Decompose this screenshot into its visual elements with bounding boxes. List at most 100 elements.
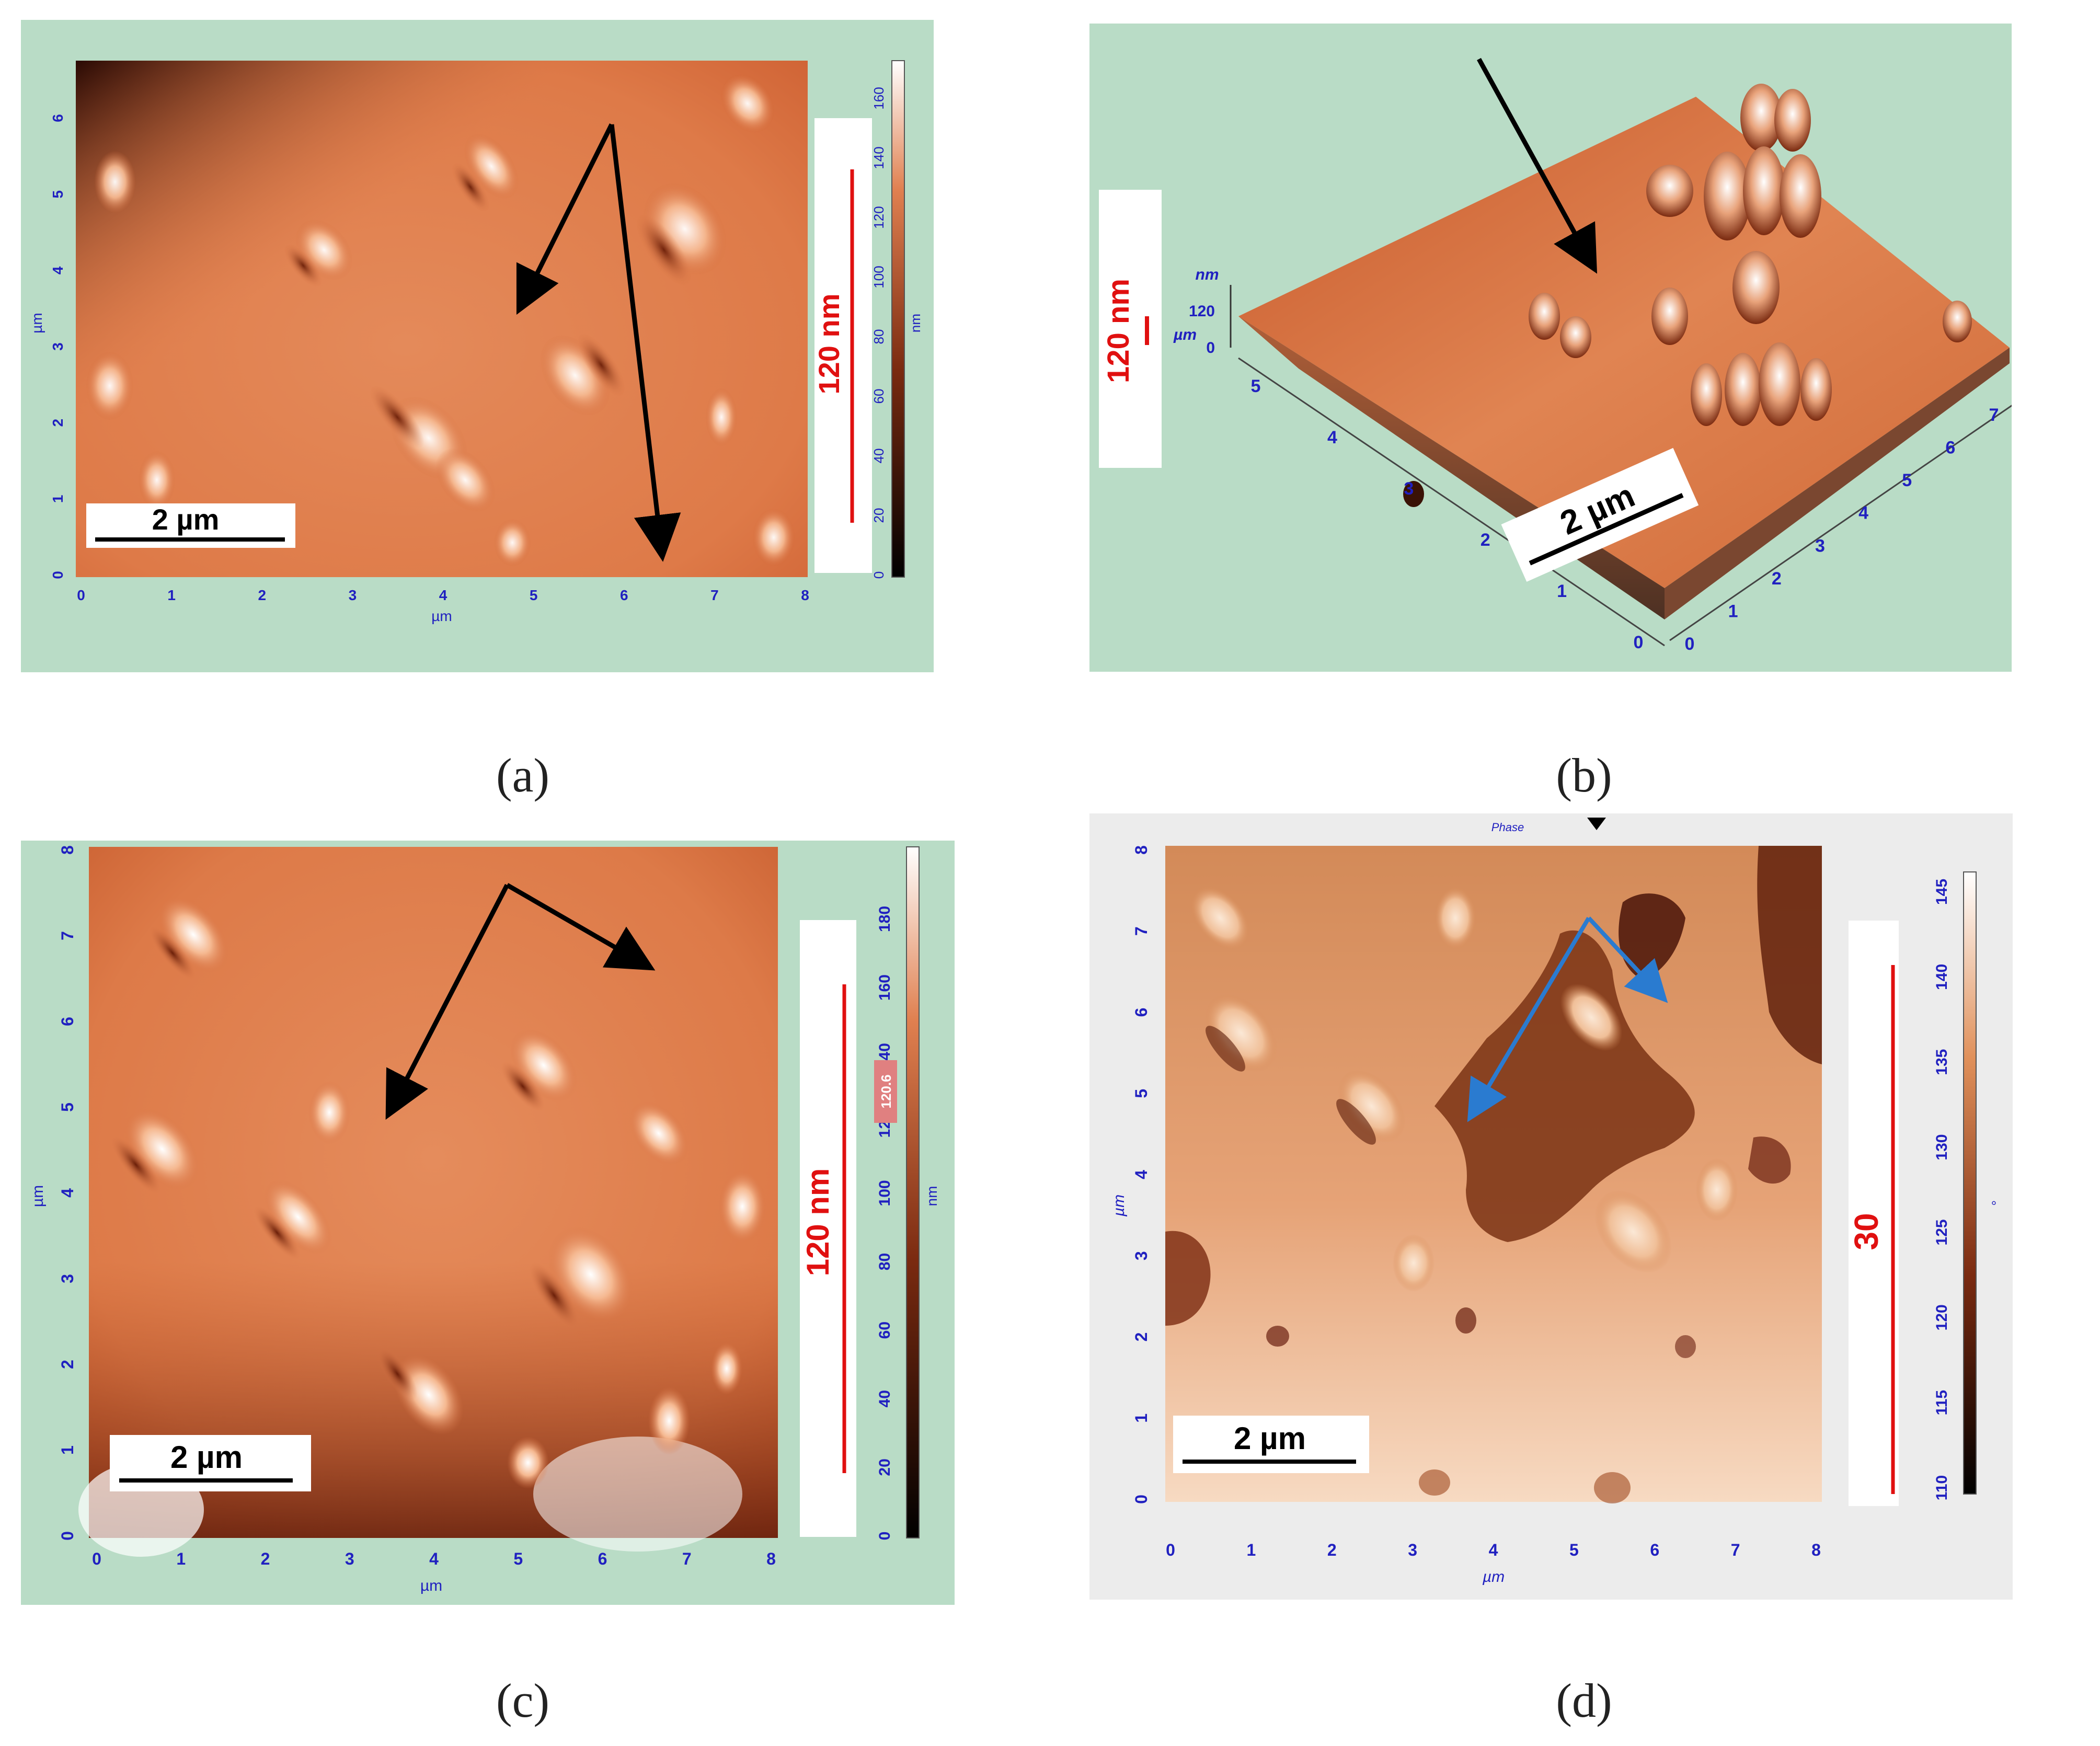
panel-a-colorbar-tick-1: 20 xyxy=(871,508,887,523)
panel-a-colorbar-tick-3: 60 xyxy=(871,389,887,404)
panel-c-y-tick-1: 1 xyxy=(58,1445,77,1455)
panel-b-z-tick-120: 120 xyxy=(1189,303,1215,320)
panel-a-scalebar-label: 2 µm xyxy=(152,503,220,536)
panel-a-x-tick-4: 4 xyxy=(439,587,447,603)
panel-a-arrows xyxy=(516,123,681,562)
panel-a-x-tick-5: 5 xyxy=(530,587,538,603)
panel-d-colorbar-tick-6: 140 xyxy=(1933,964,1950,990)
caption-c: (c) xyxy=(496,1674,550,1727)
panel-c-x-unit: µm xyxy=(420,1577,442,1594)
panel-d-colorbar: 110 115 120 125 130 135 140 145 ° xyxy=(1933,871,1996,1500)
caption-b: (b) xyxy=(1556,749,1612,802)
panel-d-colorbar-tick-7: 145 xyxy=(1933,879,1950,905)
panel-c-colorbar-tick-3: 60 xyxy=(876,1322,893,1339)
panel-d-height-bar: 30 xyxy=(1847,921,1899,1506)
panel-d-colorbar-tick-1: 115 xyxy=(1933,1390,1950,1415)
panel-c-colorbar-tick-9: 180 xyxy=(876,906,893,932)
panel-b-y-unit: µm xyxy=(1173,326,1197,343)
panel-c-scalebar: 2 µm xyxy=(110,1435,311,1491)
panel-b-z-axis: nm 120 µm 0 xyxy=(1173,266,1232,357)
panel-a-y-tick-2: 2 xyxy=(50,419,66,427)
panel-c-scalebar-label: 2 µm xyxy=(170,1440,243,1475)
panel-d-y-tick-6: 6 xyxy=(1132,1008,1151,1017)
panel-b-y-tick-4: 4 xyxy=(1327,428,1337,447)
panel-c-x-tick-4: 4 xyxy=(429,1549,439,1568)
panel-b-z-tick-0: 0 xyxy=(1206,339,1215,357)
panel-b-x-tick-6: 6 xyxy=(1945,438,1955,458)
panel-b-x-tick-2: 2 xyxy=(1772,569,1782,589)
panel-a-x-tick-8: 8 xyxy=(801,587,809,603)
panel-d-y-tick-5: 5 xyxy=(1132,1089,1151,1098)
panel-c: 2 µm 120 nm 0 20 40 60 80 100 120 140 160 180 120… xyxy=(21,841,955,1605)
panel-c-afm-image xyxy=(78,847,778,1557)
panel-d-scalebar-label: 2 µm xyxy=(1234,1421,1306,1456)
panel-d-y-tick-3: 3 xyxy=(1132,1251,1151,1260)
panel-c-y-tick-4: 4 xyxy=(58,1188,77,1198)
panel-d-x-tick-6: 6 xyxy=(1650,1541,1659,1559)
panel-b-y-tick-0: 0 xyxy=(1634,633,1644,652)
panel-c-colorbar-tick-4: 80 xyxy=(876,1253,893,1270)
panel-a-x-tick-3: 3 xyxy=(349,587,357,603)
panel-d-top-arrowhead xyxy=(1587,818,1606,830)
panel-b-x-tick-1: 1 xyxy=(1728,601,1738,621)
panel-a-colorbar-tick-5: 100 xyxy=(871,266,887,288)
panel-d-colorbar-tick-0: 110 xyxy=(1933,1475,1950,1500)
panel-a-height-label: 120 nm xyxy=(812,294,845,395)
panel-a-afm-image xyxy=(76,61,808,577)
panel-d-x-tick-1: 1 xyxy=(1246,1541,1256,1559)
panel-c-colorbar-tick-5: 100 xyxy=(876,1180,893,1206)
panel-d: Phase 2 µm xyxy=(1089,813,2013,1600)
panel-d-x-tick-2: 2 xyxy=(1327,1541,1337,1559)
panel-a-colorbar-tick-2: 40 xyxy=(871,449,887,464)
panel-d-y-unit: µm xyxy=(1110,1194,1128,1217)
panel-c-height-label: 120 nm xyxy=(800,1168,835,1277)
panel-d-y-tick-8: 8 xyxy=(1132,845,1151,855)
panel-d-y-tick-1: 1 xyxy=(1132,1414,1151,1423)
panel-b-3d-surface xyxy=(1238,84,2010,619)
panel-a-colorbar-unit: nm xyxy=(908,314,923,332)
panel-c-y-tick-6: 6 xyxy=(58,1017,77,1026)
panel-d-height-label: 30 xyxy=(1847,1213,1885,1250)
panel-d-colorbar-tick-3: 125 xyxy=(1933,1219,1950,1245)
panel-b-x-tick-4: 4 xyxy=(1858,503,1868,523)
panel-d-x-tick-8: 8 xyxy=(1811,1541,1821,1559)
panel-c-colorbar-tick-8: 160 xyxy=(876,974,893,1001)
panel-d-x-tick-4: 4 xyxy=(1489,1541,1498,1559)
panel-a-colorbar-tick-6: 120 xyxy=(871,206,887,228)
panel-c-x-tick-6: 6 xyxy=(598,1549,607,1568)
panel-d-y-tick-2: 2 xyxy=(1132,1333,1151,1342)
panel-c-y-tick-0: 0 xyxy=(58,1531,77,1541)
panel-b-x-tick-7: 7 xyxy=(1989,405,1999,425)
panel-d-y-tick-4: 4 xyxy=(1132,1170,1151,1179)
panel-d-arrows xyxy=(1467,916,1668,1122)
panel-c-y-unit: µm xyxy=(29,1185,47,1207)
panel-a-scalebar: 2 µm xyxy=(86,503,295,548)
panel-c-colorbar-tick-2: 40 xyxy=(876,1390,893,1407)
panel-c-y-tick-5: 5 xyxy=(58,1102,77,1112)
panel-b-y-tick-3: 3 xyxy=(1404,479,1414,499)
panel-d-colorbar-tick-2: 120 xyxy=(1933,1304,1950,1330)
panel-c-x-tick-5: 5 xyxy=(513,1549,523,1568)
panel-b-x-axis-line xyxy=(1669,405,2012,641)
panel-a-x-tick-1: 1 xyxy=(167,587,176,603)
panel-a-colorbar-tick-7: 140 xyxy=(871,146,887,169)
panel-b-height-label: 120 nm xyxy=(1101,279,1135,383)
panel-c-colorbar-marker: 120.6 xyxy=(878,1074,894,1108)
panel-a-y-tick-4: 4 xyxy=(50,266,66,274)
caption-d: (d) xyxy=(1556,1674,1612,1727)
panel-b-z-unit: nm xyxy=(1196,266,1219,283)
panel-c-x-tick-2: 2 xyxy=(261,1549,270,1568)
panel-c-colorbar-tick-0: 0 xyxy=(876,1532,893,1541)
panel-a-height-bar: 120 nm xyxy=(812,118,872,573)
caption-a: (a) xyxy=(496,749,550,802)
panel-d-phase-image xyxy=(1165,846,1822,1503)
panel-a-x-tick-7: 7 xyxy=(710,587,719,603)
panel-b-arrow xyxy=(1477,58,1598,274)
panel-c-x-tick-8: 8 xyxy=(766,1549,776,1568)
panel-c-y-tick-8: 8 xyxy=(58,845,77,855)
